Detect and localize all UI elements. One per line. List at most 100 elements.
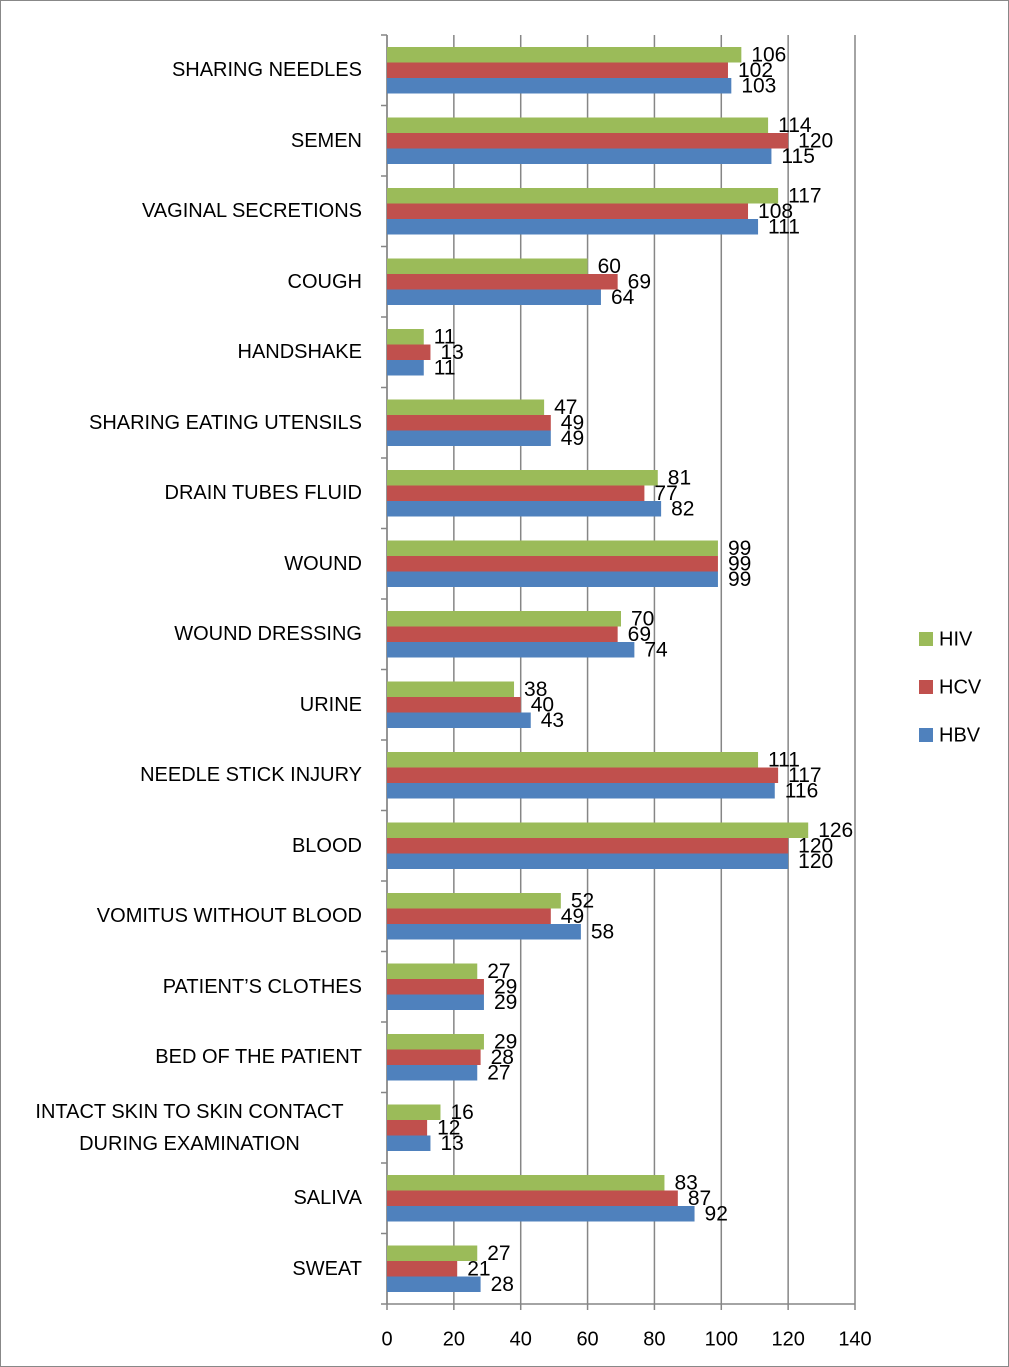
- bar: [387, 681, 515, 697]
- y-tick-label-box: SEMEN: [12, 106, 362, 176]
- y-tick-label: SWEAT: [292, 1257, 362, 1280]
- data-label: 49: [561, 427, 584, 450]
- data-label: 28: [491, 1273, 514, 1296]
- data-label: 117: [788, 184, 821, 207]
- y-tick-label: WOUND: [284, 552, 362, 575]
- y-tick-label-box: INTACT SKIN TO SKIN CONTACT DURING EXAMI…: [12, 1093, 362, 1163]
- y-tick-label: SHARING NEEDLES: [171, 59, 362, 81]
- y-tick-label: NEEDLE STICK INJURY: [140, 764, 362, 786]
- y-tick-label-box: SALIVA: [12, 1163, 362, 1233]
- bar: [387, 1261, 458, 1277]
- bar: [387, 203, 749, 219]
- x-tick-label: 140: [838, 1328, 871, 1350]
- y-tick-label: DRAIN TUBES FLUID: [164, 482, 362, 504]
- bar: [387, 501, 662, 517]
- bar: [387, 642, 635, 658]
- bar: [387, 924, 581, 940]
- data-label: 16: [450, 1101, 473, 1124]
- bar: [387, 853, 789, 869]
- y-tick-label: INTACT SKIN TO SKIN CONTACT DURING EXAMI…: [35, 1100, 344, 1155]
- bar: [387, 78, 732, 94]
- bar: [387, 133, 789, 149]
- bar: [387, 783, 775, 799]
- category-label-box: BLOOD: [12, 811, 362, 881]
- category-label-box: VOMITUS WITHOUT BLOOD: [97, 905, 362, 927]
- bar: [387, 908, 551, 924]
- data-label: 43: [541, 709, 564, 732]
- data-label: 114: [778, 114, 812, 137]
- legend-label: HIV: [939, 628, 973, 650]
- bar: [387, 540, 718, 556]
- bar: [387, 415, 551, 431]
- y-tick-label-box: WOUND: [12, 529, 362, 599]
- data-label: 58: [591, 920, 614, 943]
- y-tick-label-box: WOUND DRESSING: [12, 599, 362, 669]
- data-label: 117: [788, 764, 821, 787]
- data-label: 120: [798, 129, 833, 152]
- y-tick-label: WOUND DRESSING: [174, 623, 362, 645]
- bar: [387, 1120, 428, 1136]
- data-label: 29: [494, 991, 517, 1014]
- bar: [387, 258, 588, 274]
- data-label: 13: [440, 341, 463, 364]
- bar: [387, 47, 742, 63]
- legend-swatch: [919, 632, 933, 646]
- data-label: 83: [674, 1171, 697, 1194]
- legend-swatch: [919, 728, 933, 742]
- data-label: 11: [434, 356, 456, 379]
- bar: [387, 838, 789, 854]
- bar: [387, 571, 718, 587]
- bar: [387, 626, 618, 642]
- data-label: 111: [768, 215, 800, 238]
- y-tick-label-box: SHARING EATING UTENSILS: [12, 388, 362, 458]
- x-tick-label: 120: [771, 1328, 804, 1350]
- y-tick-label-box: NEEDLE STICK INJURY: [12, 740, 362, 810]
- data-label: 40: [531, 693, 554, 716]
- data-label: 77: [654, 482, 677, 505]
- data-label: 27: [487, 1061, 510, 1084]
- x-tick-label: 20: [443, 1328, 465, 1350]
- data-label: 38: [524, 678, 547, 701]
- data-label: 60: [598, 255, 621, 278]
- bar: [387, 274, 618, 290]
- bar: [387, 62, 728, 78]
- bar: [387, 752, 759, 768]
- data-label: 106: [751, 43, 786, 66]
- bar: [387, 1104, 441, 1120]
- legend-swatch: [919, 680, 933, 694]
- bar: [387, 360, 424, 376]
- data-label: 29: [494, 1030, 517, 1053]
- category-label-box: SEMEN: [12, 106, 362, 176]
- data-label: 69: [628, 623, 651, 646]
- data-label: 21: [467, 1257, 490, 1280]
- bar: [387, 1245, 478, 1261]
- data-label: 74: [644, 638, 668, 661]
- category-label-box: WOUND: [12, 529, 362, 599]
- bar: [387, 979, 484, 995]
- bar: [387, 117, 769, 133]
- y-tick-label-box: VAGINAL SECRETIONS: [12, 176, 362, 246]
- data-label: 99: [728, 552, 751, 575]
- category-label-box: DRAIN TUBES FLUID: [164, 482, 362, 504]
- category-label-box: SHARING EATING UTENSILS: [12, 388, 362, 458]
- data-label: 12: [437, 1116, 460, 1139]
- data-label: 13: [440, 1132, 463, 1155]
- y-tick-label-box: SWEAT: [12, 1234, 362, 1304]
- data-label: 116: [785, 779, 818, 802]
- category-label-box: SHARING NEEDLES: [171, 59, 362, 81]
- data-label: 70: [631, 607, 654, 630]
- y-tick-label: SHARING EATING UTENSILS: [88, 411, 362, 434]
- bar: [387, 470, 658, 486]
- data-label: 82: [671, 497, 694, 520]
- data-label: 92: [705, 1202, 728, 1225]
- bar: [387, 188, 779, 204]
- data-label: 115: [781, 145, 814, 168]
- bar: [387, 329, 424, 345]
- y-tick-label-box: BLOOD: [12, 811, 362, 881]
- category-label-box: WOUND DRESSING: [12, 599, 362, 669]
- bar: [387, 611, 621, 627]
- y-tick-label: URINE: [299, 693, 362, 716]
- y-tick-label: PATIENT’S CLOTHES: [162, 975, 362, 998]
- bar: [387, 344, 431, 360]
